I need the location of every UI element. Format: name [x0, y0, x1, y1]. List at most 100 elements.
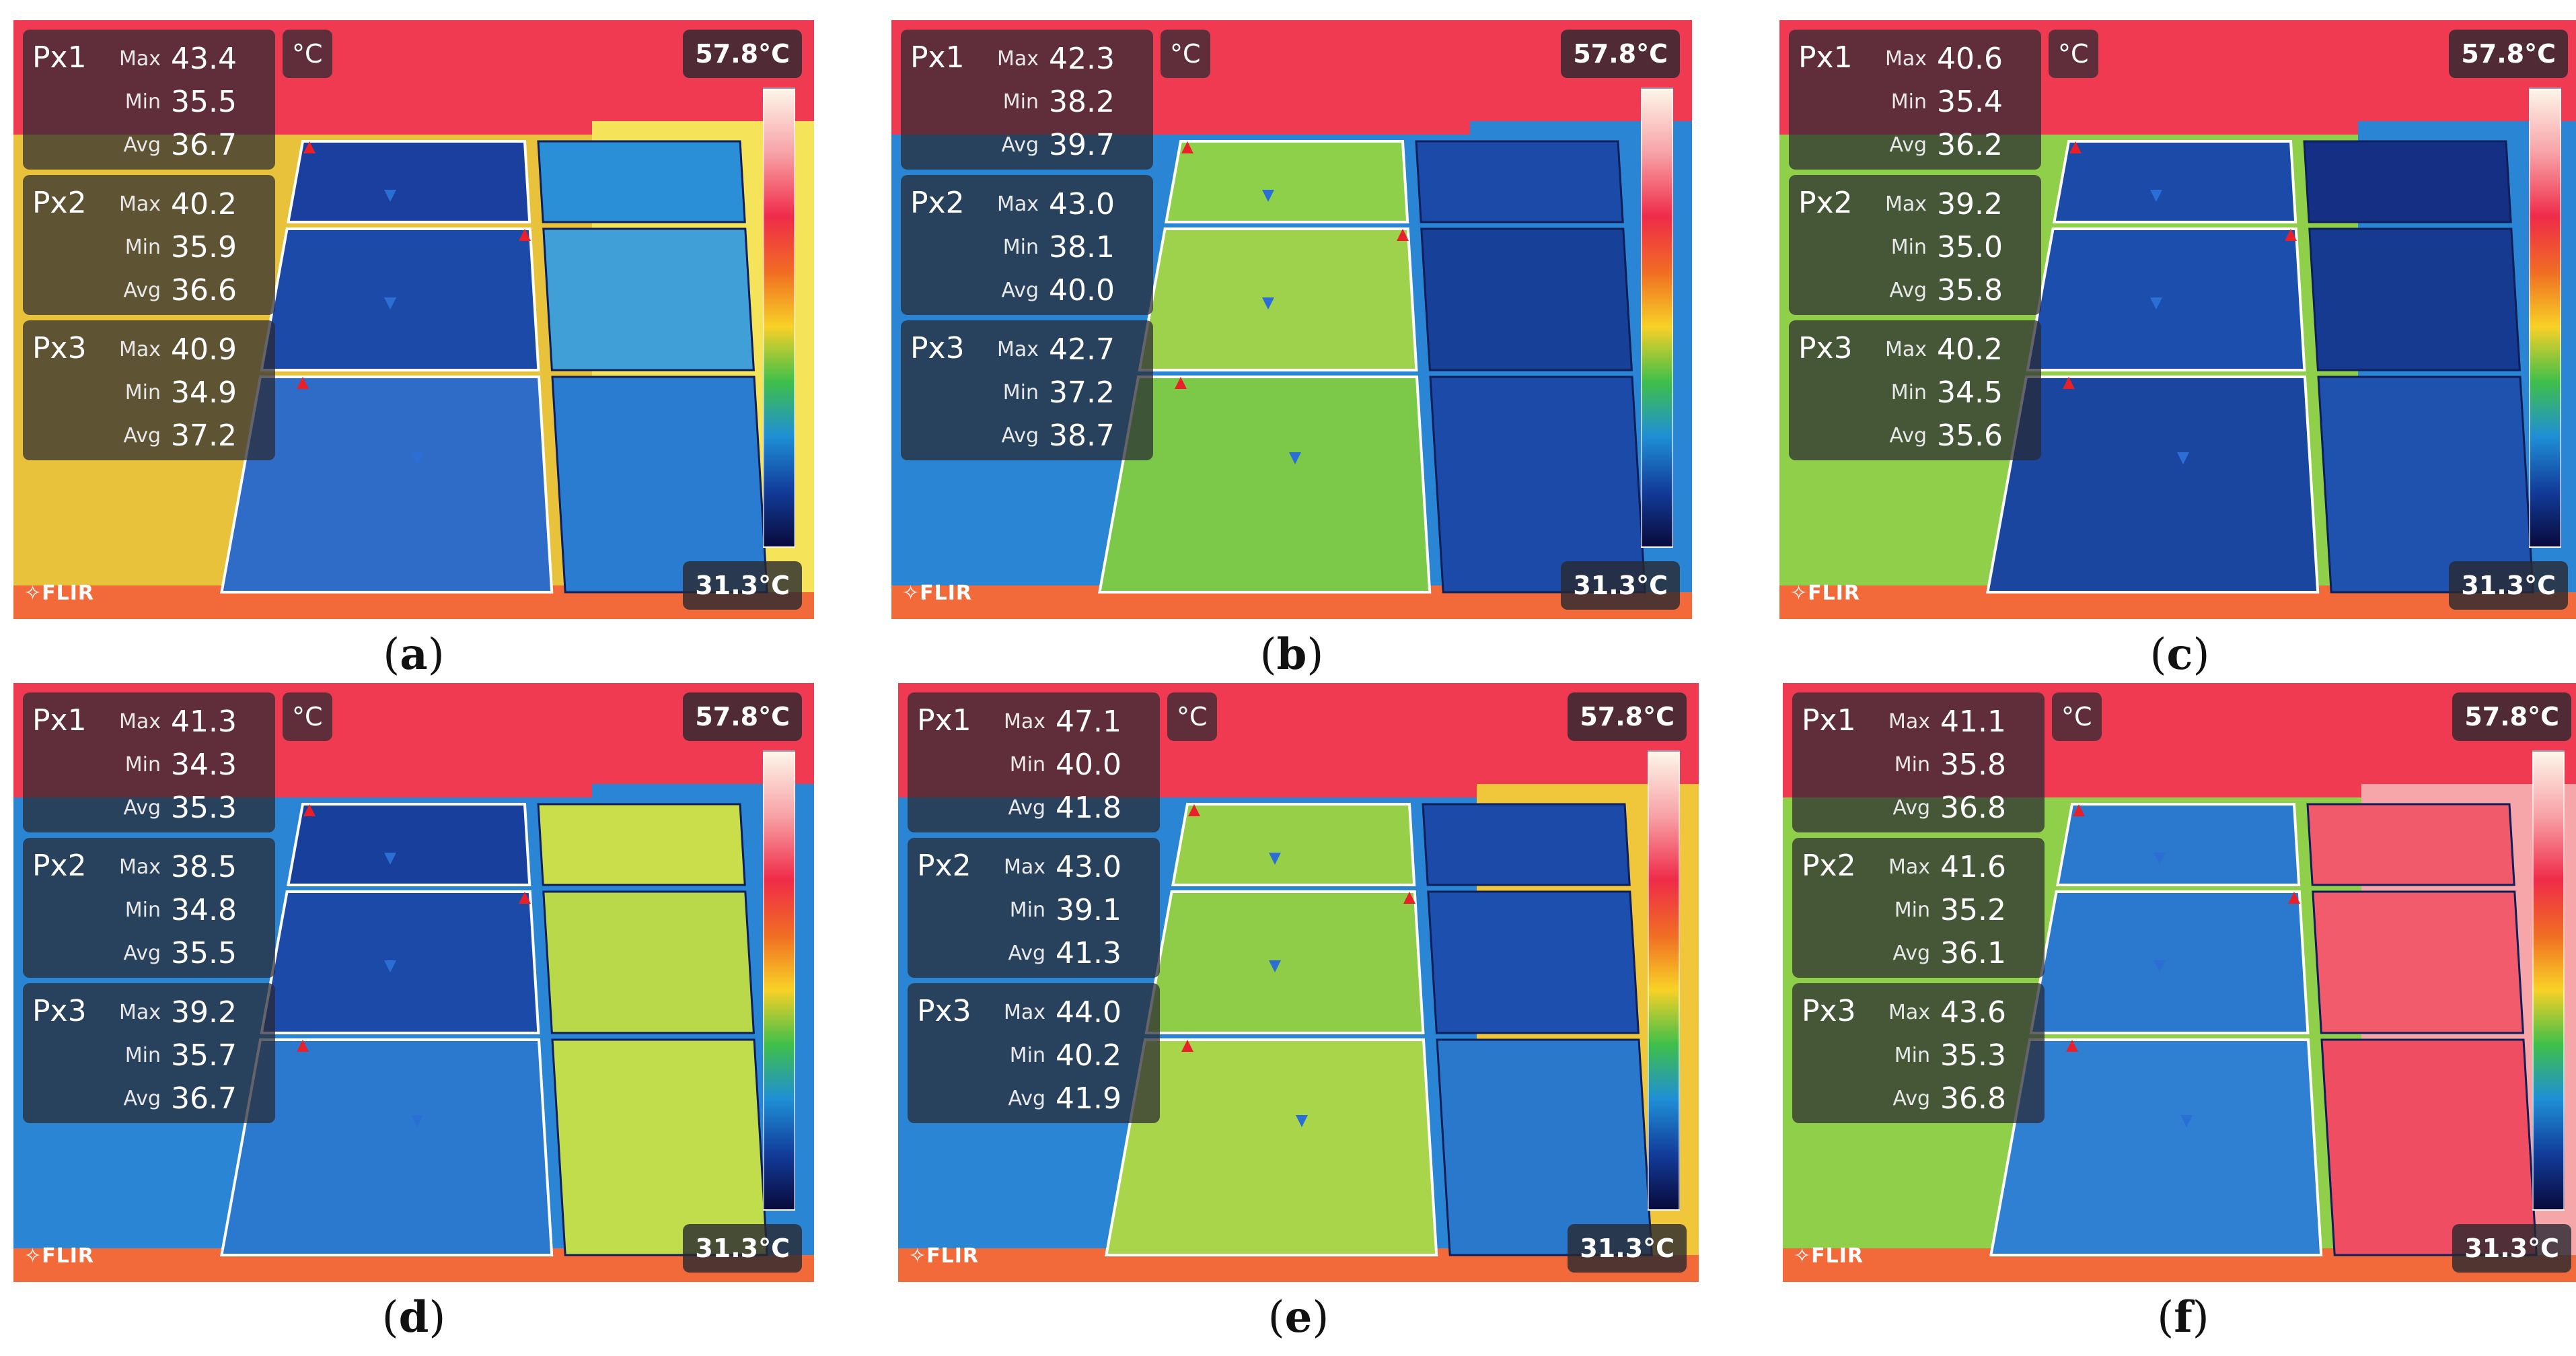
min-value: 38.2: [1049, 85, 1115, 119]
readout-px2: Px2 Max 43.0 Min 39.1 Avg 41.3: [908, 838, 1160, 978]
min-row: Min 34.5: [1870, 369, 2038, 412]
measurement-readouts: Px1 Max 41.1 Min 35.8 Avg 36.8 Px2 Max 41.6 Min 35.…: [1792, 692, 2045, 1129]
min-label: Min: [1894, 1044, 1930, 1067]
brand-text: FLIR: [42, 1244, 95, 1268]
thermal-image: Px1 Max 41.3 Min 34.3 Avg 35.3 Px2 Max 38.5 Min 34.…: [13, 683, 814, 1282]
min-row: Min 35.4: [1870, 78, 2038, 121]
avg-row: Avg 39.7: [982, 121, 1150, 164]
color-scale-bar: [2529, 87, 2561, 548]
flir-logo: ✧FLIR: [1790, 578, 1860, 606]
min-temp-marker-1: [1269, 853, 1281, 865]
adjacent-module-2: [542, 890, 755, 1034]
min-temp-marker-2: [2154, 960, 2166, 972]
max-label: Max: [1884, 338, 1927, 361]
flir-logo: ✧FLIR: [1794, 1241, 1864, 1269]
avg-value: 35.6: [1937, 419, 2003, 453]
max-label: Max: [1888, 710, 1930, 734]
max-label: Max: [1888, 855, 1930, 879]
max-row: Max 42.3: [982, 35, 1150, 78]
max-temp-marker-2: [1403, 892, 1415, 904]
unit-label: °C: [2052, 692, 2102, 741]
max-row: Max 42.7: [982, 326, 1150, 369]
caption-letter: a: [400, 629, 428, 680]
readout-px3: Px3 Max 42.7 Min 37.2 Avg 38.7: [901, 320, 1153, 460]
max-temp-marker-3: [2063, 377, 2075, 389]
flir-logo-icon: ✧: [24, 1244, 42, 1268]
avg-row: Avg 35.5: [104, 929, 272, 972]
readout-px2: Px2 Max 43.0 Min 38.1 Avg 40.0: [901, 175, 1153, 315]
max-row: Max 40.6: [1870, 35, 2038, 78]
avg-value: 41.3: [1056, 936, 1121, 970]
max-temp-marker-3: [297, 1040, 309, 1052]
max-row: Max 38.5: [104, 843, 272, 886]
thermal-panel-f: Px1 Max 41.1 Min 35.8 Avg 36.8 Px2 Max 41.6 Min 35.…: [1783, 683, 2576, 1343]
max-value: 38.5: [171, 850, 237, 884]
avg-label: Avg: [123, 279, 161, 302]
avg-label: Avg: [1008, 941, 1045, 965]
max-label: Max: [996, 338, 1039, 361]
roi-name: Px2: [32, 849, 87, 883]
max-temp-marker-1: [2073, 804, 2085, 816]
adjacent-module-3: [1436, 1038, 1653, 1256]
max-row: Max 41.6: [1873, 843, 2041, 886]
avg-label: Avg: [123, 424, 161, 448]
min-temp-marker-3: [411, 452, 423, 464]
avg-value: 36.2: [1937, 128, 2003, 162]
min-label: Min: [124, 1044, 161, 1067]
thermal-panel-d: Px1 Max 41.3 Min 34.3 Avg 35.3 Px2 Max 38.5 Min 34.…: [13, 683, 814, 1343]
min-temp-marker-1: [2154, 853, 2166, 865]
readout-px3: Px3 Max 40.9 Min 34.9 Avg 37.2: [23, 320, 275, 460]
min-value: 34.8: [171, 893, 237, 927]
max-temp-marker-2: [2285, 229, 2297, 241]
adjacent-module-3: [551, 1038, 768, 1256]
pv-module-roi-3: [220, 1038, 554, 1256]
min-row: Min 35.0: [1870, 223, 2038, 266]
avg-row: Avg 40.0: [982, 266, 1150, 310]
avg-row: Avg 36.8: [1873, 784, 2041, 827]
max-row: Max 39.2: [104, 989, 272, 1032]
min-value: 40.0: [1056, 748, 1121, 782]
color-scale-bar: [1641, 87, 1673, 548]
min-label: Min: [1002, 90, 1039, 114]
panel-caption: (a): [383, 629, 445, 680]
max-label: Max: [118, 1001, 161, 1024]
min-label: Min: [1002, 381, 1039, 404]
max-value: 43.6: [1940, 995, 2006, 1030]
thermal-image: Px1 Max 40.6 Min 35.4 Avg 36.2 Px2 Max 39.2 Min 35.…: [1779, 20, 2576, 619]
avg-row: Avg 35.8: [1870, 266, 2038, 310]
max-value: 40.2: [1937, 332, 2003, 367]
max-label: Max: [1003, 855, 1045, 879]
max-label: Max: [118, 710, 161, 734]
avg-label: Avg: [123, 796, 161, 820]
min-value: 40.2: [1056, 1038, 1121, 1073]
measurement-readouts: Px1 Max 43.4 Min 35.5 Avg 36.7 Px2 Max 40.2 Min 35.…: [23, 30, 275, 466]
avg-value: 36.7: [171, 128, 237, 162]
min-value: 35.2: [1940, 893, 2006, 927]
pv-module-roi-3: [1986, 376, 2320, 594]
min-temp-marker-2: [1269, 960, 1281, 972]
panel-caption: (f): [2157, 1292, 2209, 1343]
min-label: Min: [1890, 236, 1927, 259]
avg-label: Avg: [1008, 1087, 1045, 1110]
min-row: Min 37.2: [982, 369, 1150, 412]
min-temp-marker-2: [384, 960, 396, 972]
min-label: Min: [124, 898, 161, 922]
max-temp-marker-1: [1181, 141, 1193, 153]
color-scale-bar: [763, 750, 795, 1211]
roi-name: Px1: [917, 703, 971, 738]
avg-row: Avg 36.1: [1873, 929, 2041, 972]
min-label: Min: [1009, 898, 1045, 922]
min-temp-marker-3: [1296, 1115, 1308, 1127]
roi-name: Px1: [1798, 40, 1853, 75]
panel-caption: (d): [381, 1292, 446, 1343]
readout-px1: Px1 Max 41.3 Min 34.3 Avg 35.3: [23, 692, 275, 832]
min-label: Min: [1894, 753, 1930, 777]
min-label: Min: [124, 90, 161, 114]
roi-name: Px1: [1802, 703, 1856, 738]
max-value: 43.4: [171, 42, 237, 76]
min-row: Min 35.5: [104, 78, 272, 121]
thermal-image: Px1 Max 41.1 Min 35.8 Avg 36.8 Px2 Max 41.6 Min 35.…: [1783, 683, 2576, 1282]
max-value: 40.2: [171, 187, 237, 221]
avg-value: 37.2: [171, 419, 237, 453]
thermal-scene: [13, 683, 814, 1282]
